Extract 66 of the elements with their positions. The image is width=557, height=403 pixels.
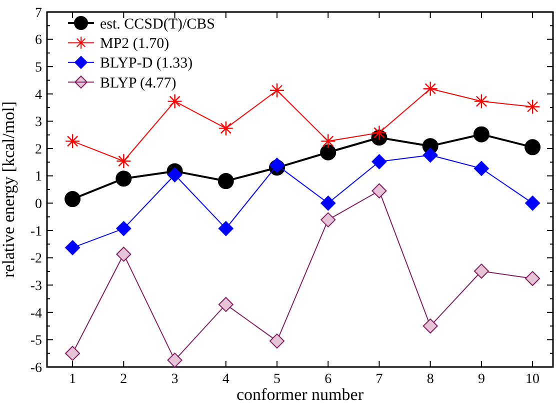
- point: [218, 296, 234, 312]
- legend-label: MP2 (1.70): [100, 36, 170, 52]
- point: [116, 154, 132, 169]
- point: [320, 144, 336, 160]
- y-tick-label: 5: [35, 60, 42, 76]
- legend-label: BLYP (4.77): [100, 75, 176, 92]
- point: [525, 196, 540, 211]
- y-tick-label: 4: [35, 88, 42, 103]
- point: [218, 221, 234, 236]
- point: [474, 94, 490, 109]
- x-axis-title: conformer number: [236, 385, 364, 403]
- point: [524, 139, 541, 156]
- x-tick-label: 4: [222, 372, 230, 387]
- y-tick-label: 6: [35, 33, 42, 48]
- y-axis-title: relative energy [kcal/mol]: [0, 101, 18, 278]
- x-tick-label: 3: [171, 372, 178, 387]
- point: [64, 191, 81, 208]
- x-tick-label: 1: [69, 372, 76, 387]
- x-tick-label: 10: [526, 372, 540, 387]
- y-tick-label: 7: [35, 6, 42, 21]
- legend-label: est. CCSD(T)/CBS: [100, 16, 216, 32]
- point: [64, 134, 80, 149]
- point: [473, 126, 490, 142]
- x-tick-label: 8: [426, 372, 434, 387]
- point: [270, 158, 284, 173]
- x-tick-label: 5: [274, 372, 280, 387]
- y-tick-label: -4: [30, 306, 42, 322]
- point: [218, 120, 234, 136]
- x-tick-label: 9: [478, 372, 485, 387]
- point: [270, 334, 284, 349]
- y-tick-label: 2: [35, 142, 42, 158]
- point: [65, 346, 80, 361]
- point: [422, 148, 438, 163]
- legend-label: BLYP-D (1.33): [100, 56, 193, 72]
- point: [320, 134, 336, 149]
- point: [116, 246, 132, 262]
- y-tick-label: -2: [30, 252, 42, 267]
- point: [116, 170, 132, 187]
- x-tick-label: 2: [120, 372, 128, 387]
- point: [372, 183, 387, 198]
- y-tick-label: -6: [30, 360, 42, 376]
- point: [269, 82, 285, 98]
- point: [525, 271, 540, 286]
- point: [167, 352, 182, 368]
- point: [372, 125, 387, 140]
- y-tick-label: -1: [30, 224, 42, 240]
- point: [524, 99, 540, 114]
- point: [320, 196, 336, 211]
- y-tick-label: 3: [35, 115, 42, 130]
- point: [422, 318, 438, 334]
- point: [320, 212, 336, 228]
- x-tick-label: 7: [376, 372, 383, 387]
- point: [218, 173, 234, 190]
- point: [372, 154, 387, 170]
- y-tick-label: -3: [30, 278, 42, 294]
- point: [474, 160, 489, 176]
- point: [422, 81, 438, 96]
- point: [474, 264, 489, 279]
- y-tick-label: 0: [35, 197, 42, 212]
- x-tick-label: 6: [324, 372, 332, 387]
- point: [65, 240, 80, 256]
- y-tick-label: -5: [30, 334, 42, 349]
- point: [167, 167, 182, 182]
- point: [116, 221, 132, 236]
- point: [167, 94, 182, 109]
- y-tick-label: 1: [35, 170, 42, 185]
